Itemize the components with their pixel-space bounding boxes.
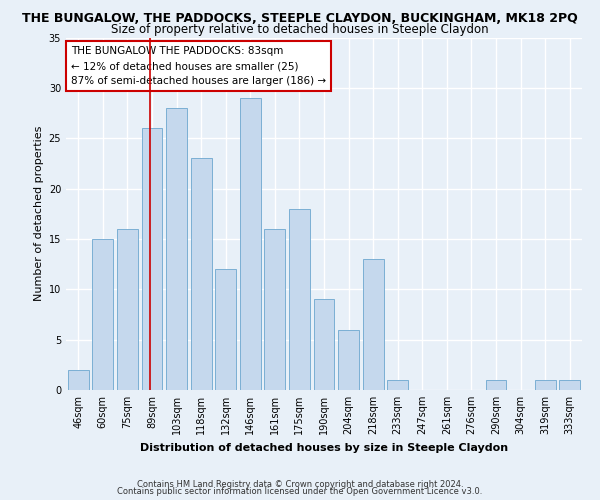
X-axis label: Distribution of detached houses by size in Steeple Claydon: Distribution of detached houses by size … (140, 442, 508, 452)
Bar (387, 380, 408, 390)
Bar (215, 269, 236, 390)
Bar (166, 108, 187, 390)
Text: THE BUNGALOW, THE PADDOCKS, STEEPLE CLAYDON, BUCKINGHAM, MK18 2PQ: THE BUNGALOW, THE PADDOCKS, STEEPLE CLAY… (22, 12, 578, 24)
Bar (289, 208, 310, 390)
Bar (485, 380, 506, 390)
Text: Contains HM Land Registry data © Crown copyright and database right 2024.: Contains HM Land Registry data © Crown c… (137, 480, 463, 489)
Y-axis label: Number of detached properties: Number of detached properties (34, 126, 44, 302)
Text: Contains public sector information licensed under the Open Government Licence v3: Contains public sector information licen… (118, 487, 482, 496)
Bar (338, 330, 359, 390)
Bar (314, 300, 334, 390)
Text: Size of property relative to detached houses in Steeple Claydon: Size of property relative to detached ho… (111, 24, 489, 36)
Bar (142, 128, 163, 390)
Bar (265, 229, 286, 390)
Bar (68, 370, 89, 390)
Bar (240, 98, 261, 390)
Bar (191, 158, 212, 390)
Bar (117, 229, 138, 390)
Bar (92, 239, 113, 390)
Bar (559, 380, 580, 390)
Bar (535, 380, 556, 390)
Text: THE BUNGALOW THE PADDOCKS: 83sqm
← 12% of detached houses are smaller (25)
87% o: THE BUNGALOW THE PADDOCKS: 83sqm ← 12% o… (71, 46, 326, 86)
Bar (362, 259, 383, 390)
